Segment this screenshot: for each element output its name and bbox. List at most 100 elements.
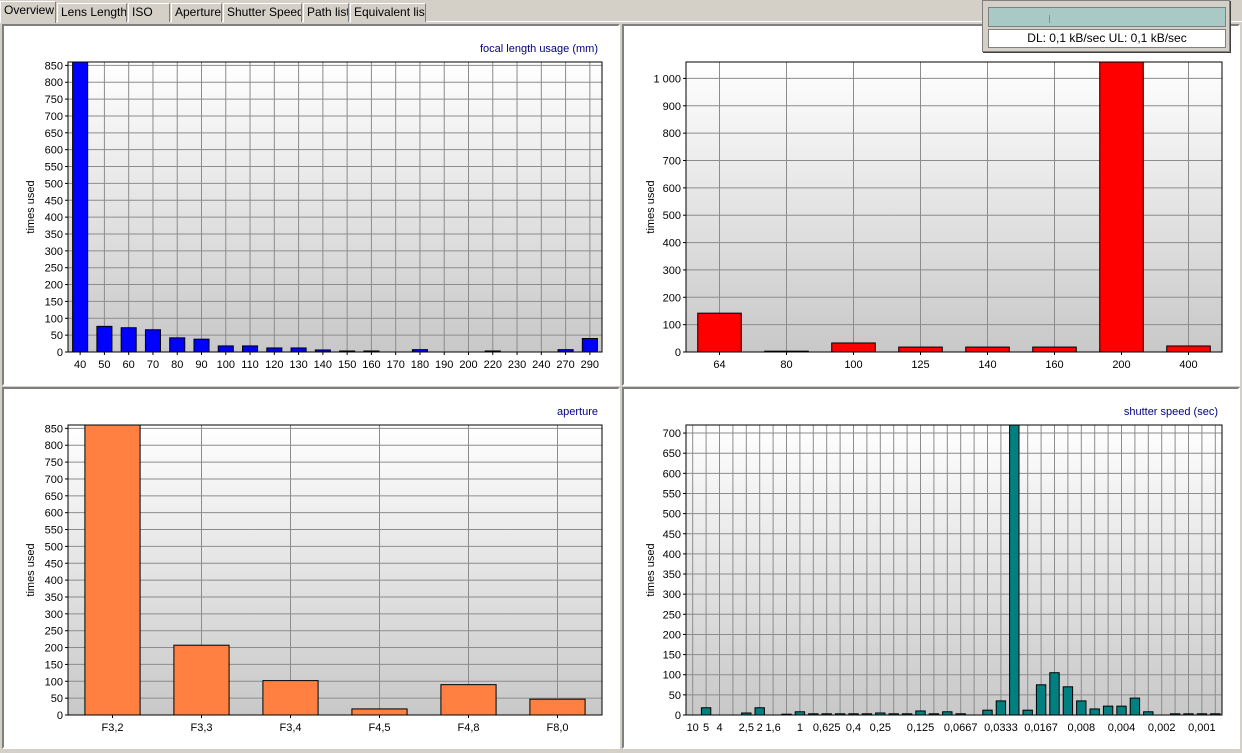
bar xyxy=(1129,697,1141,716)
network-graph xyxy=(988,7,1226,27)
plot-area xyxy=(686,425,1222,715)
x-tick-label: 0,4 xyxy=(846,722,861,734)
y-tick-label: 150 xyxy=(663,650,681,662)
y-tick-label: 550 xyxy=(663,488,681,500)
iso-panel: 0 100 200 300 400 500 600 700 800 900 1 000 64 80 100… xyxy=(622,24,1240,386)
y-tick-label: 200 xyxy=(45,280,63,292)
y-tick-label: 50 xyxy=(669,690,681,702)
x-tick-label: 100 xyxy=(217,359,235,371)
y-tick-label: 500 xyxy=(663,509,681,521)
plot-frame xyxy=(685,424,1223,716)
x-tick-label: 200 xyxy=(459,359,477,371)
bar xyxy=(898,346,943,353)
x-tick-label: 150 xyxy=(338,359,356,371)
tab-aperture[interactable]: Aperture xyxy=(171,3,222,22)
y-tick-label: 300 xyxy=(663,589,681,601)
x-tick-label: 270 xyxy=(556,359,574,371)
x-tick-label: 125 xyxy=(911,359,929,371)
bar xyxy=(1032,346,1077,353)
bar xyxy=(290,347,307,353)
tab-overview[interactable]: Overview xyxy=(0,1,56,23)
bar xyxy=(1009,424,1020,716)
bar xyxy=(120,327,137,353)
bar xyxy=(144,329,161,353)
y-tick-label: 250 xyxy=(45,263,63,275)
chart-title: shutter speed (sec) xyxy=(1124,406,1218,418)
bar xyxy=(440,684,497,716)
y-tick-label: 0 xyxy=(57,347,63,359)
iso-chart: 0 100 200 300 400 500 600 700 800 900 1 000 64 80 100… xyxy=(645,43,1223,371)
y-tick-label: 600 xyxy=(663,468,681,480)
y-tick-label: 1 000 xyxy=(653,73,681,85)
y-tick-label: 300 xyxy=(45,246,63,258)
y-tick-label: 700 xyxy=(45,474,63,486)
focal-length-panel: 0 50 100 150 200 250 300 350 400 450 500 550 600 650 7… xyxy=(2,24,620,386)
tab-bar: Overview Lens Length ISO Aperture Shutte… xyxy=(0,0,1242,23)
x-tick-label: 0,25 xyxy=(870,722,891,734)
focal-length-chart: 0 50 100 150 200 250 300 350 400 450 500 550 600 650 7… xyxy=(25,43,603,371)
plot-frame xyxy=(685,61,1223,353)
y-tick-label: 150 xyxy=(45,659,63,671)
bar xyxy=(1116,705,1127,716)
tab-shutter-speed[interactable]: Shutter Speed xyxy=(223,3,302,22)
tab-equivalent-list[interactable]: Equivalent list xyxy=(350,3,426,22)
y-tick-label: 350 xyxy=(45,229,63,241)
bar xyxy=(697,312,742,353)
y-tick-label: 350 xyxy=(663,569,681,581)
shutter-speed-chart: 0 50 100 150 200 250 300 350 400 450 500 550 600 650 7… xyxy=(645,406,1223,734)
tab-path-list[interactable]: Path list xyxy=(303,3,349,22)
x-tick-label: 120 xyxy=(265,359,283,371)
bar xyxy=(1035,684,1047,716)
x-tick-label: F3,3 xyxy=(190,722,212,734)
bar xyxy=(1049,672,1060,716)
y-tick-label: 500 xyxy=(45,541,63,553)
chart-title: aperture xyxy=(557,406,598,418)
y-tick-label: 600 xyxy=(663,183,681,195)
y-tick-label: 100 xyxy=(663,670,681,682)
x-tick-label: 80 xyxy=(780,359,792,371)
y-tick-label: 800 xyxy=(45,77,63,89)
y-tick-label: 50 xyxy=(51,693,63,705)
x-tick-label: 0,004 xyxy=(1108,722,1136,734)
plot-area xyxy=(68,425,602,715)
y-tick-label: 750 xyxy=(45,94,63,106)
y-tick-label: 750 xyxy=(45,457,63,469)
plot-frame xyxy=(67,424,603,716)
network-spike xyxy=(1049,15,1050,23)
y-tick-label: 450 xyxy=(45,195,63,207)
chart-title: focal length usage (mm) xyxy=(480,43,598,55)
bar xyxy=(1076,700,1087,716)
x-tick-label: 40 xyxy=(74,359,86,371)
y-tick-label: 200 xyxy=(663,292,681,304)
y-tick-label: 400 xyxy=(663,549,681,561)
x-tick-label: 0,002 xyxy=(1148,722,1176,734)
y-tick-label: 900 xyxy=(663,101,681,113)
y-tick-label: 850 xyxy=(45,423,63,435)
x-tick-label: 50 xyxy=(98,359,110,371)
x-tick-label: F3,2 xyxy=(101,722,123,734)
tab-lens-length[interactable]: Lens Length xyxy=(57,3,127,22)
y-tick-label: 100 xyxy=(45,676,63,688)
x-tick-label: 2,5 xyxy=(739,722,754,734)
x-tick-label: 5 xyxy=(703,722,709,734)
bar xyxy=(96,325,113,353)
bar xyxy=(266,347,283,353)
x-tick-label: 2 xyxy=(757,722,763,734)
bar xyxy=(915,710,926,716)
y-tick-label: 550 xyxy=(45,525,63,537)
x-tick-label: 140 xyxy=(314,359,332,371)
x-tick-label: 160 xyxy=(362,359,380,371)
y-tick-label: 200 xyxy=(45,643,63,655)
plot-area xyxy=(68,62,602,352)
y-tick-label: 500 xyxy=(663,210,681,222)
x-tick-label: 1 xyxy=(797,722,803,734)
tab-iso[interactable]: ISO xyxy=(128,3,170,22)
bar xyxy=(1166,345,1211,353)
y-tick-label: 250 xyxy=(663,609,681,621)
x-tick-label: 0,001 xyxy=(1188,722,1216,734)
x-tick-label: 1,6 xyxy=(765,722,780,734)
x-tick-label: 190 xyxy=(435,359,453,371)
x-tick-label: F3,4 xyxy=(279,722,301,734)
x-tick-label: 60 xyxy=(123,359,135,371)
y-axis-label: times used xyxy=(25,180,37,233)
